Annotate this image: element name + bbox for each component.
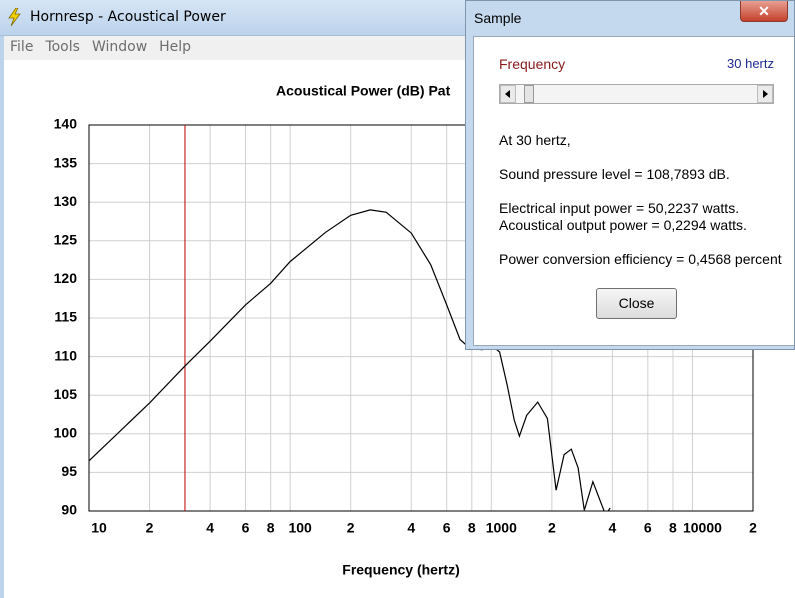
x-tick-label: 6 (443, 520, 451, 536)
result-line: Acoustical output power = 0,2294 watts. (499, 217, 747, 233)
window-frame (0, 36, 4, 598)
result-line: Power conversion efficiency = 0,4568 per… (499, 251, 782, 267)
frequency-label: Frequency (499, 56, 566, 72)
x-tick-label: 6 (242, 520, 250, 536)
close-x-button[interactable]: ✕ (740, 1, 788, 22)
y-tick-label: 115 (54, 309, 77, 325)
x-tick-label: 100 (288, 520, 312, 536)
result-line: Electrical input power = 50,2237 watts. (499, 200, 740, 216)
x-tick-label: 2 (146, 520, 154, 536)
x-tick-label: 8 (669, 520, 677, 536)
menu-item[interactable]: Window (91, 39, 148, 55)
main-title: Hornresp - Acoustical Power (30, 9, 226, 25)
x-axis-label: Frequency (hertz) (342, 562, 459, 578)
slider-thumb[interactable] (524, 85, 534, 103)
y-tick-label: 105 (54, 386, 78, 402)
x-tick-label: 8 (267, 520, 275, 536)
close-button[interactable]: Close (596, 288, 677, 319)
x-tick-label: 4 (609, 520, 617, 536)
x-tick-label: 2 (548, 520, 556, 536)
app-icon (8, 8, 21, 26)
y-tick-label: 140 (54, 116, 78, 132)
scroll-left[interactable] (500, 85, 516, 103)
x-tick-label: 10 (91, 520, 107, 536)
x-tick-label: 1000 (486, 520, 517, 536)
dialog-window: Sample ✕ Frequency 30 hertz Close At 30 … (465, 0, 795, 350)
dialog-title: Sample (474, 10, 522, 26)
x-tick-label: 8 (468, 520, 476, 536)
x-tick-label: 2 (749, 520, 757, 536)
y-tick-label: 90 (61, 502, 77, 518)
x-tick-label: 4 (407, 520, 415, 536)
y-tick-label: 95 (61, 463, 77, 479)
y-tick-label: 135 (54, 154, 78, 170)
chart-title: Acoustical Power (dB) Pat (276, 83, 451, 99)
result-line: Sound pressure level = 108,7893 dB. (499, 166, 730, 182)
menu-item[interactable]: File (10, 39, 34, 55)
y-tick-label: 125 (54, 232, 78, 248)
y-tick-label: 100 (54, 425, 78, 441)
y-tick-label: 130 (54, 193, 78, 209)
x-tick-label: 6 (644, 520, 652, 536)
frequency-value: 30 hertz (727, 56, 774, 71)
y-tick-label: 120 (54, 270, 78, 286)
x-tick-label: 4 (206, 520, 214, 536)
x-tick-label: 2 (347, 520, 355, 536)
dialog-client: Frequency 30 hertz Close At 30 hertz, Sou… (473, 36, 794, 346)
scroll-right[interactable] (757, 85, 773, 103)
y-tick-label: 110 (54, 347, 77, 363)
menu-item[interactable]: Help (159, 39, 192, 55)
result-line: At 30 hertz, (499, 132, 571, 148)
menu-item[interactable]: Tools (45, 39, 80, 55)
frequency-slider[interactable] (499, 84, 774, 104)
x-tick-label: 10000 (683, 520, 722, 536)
